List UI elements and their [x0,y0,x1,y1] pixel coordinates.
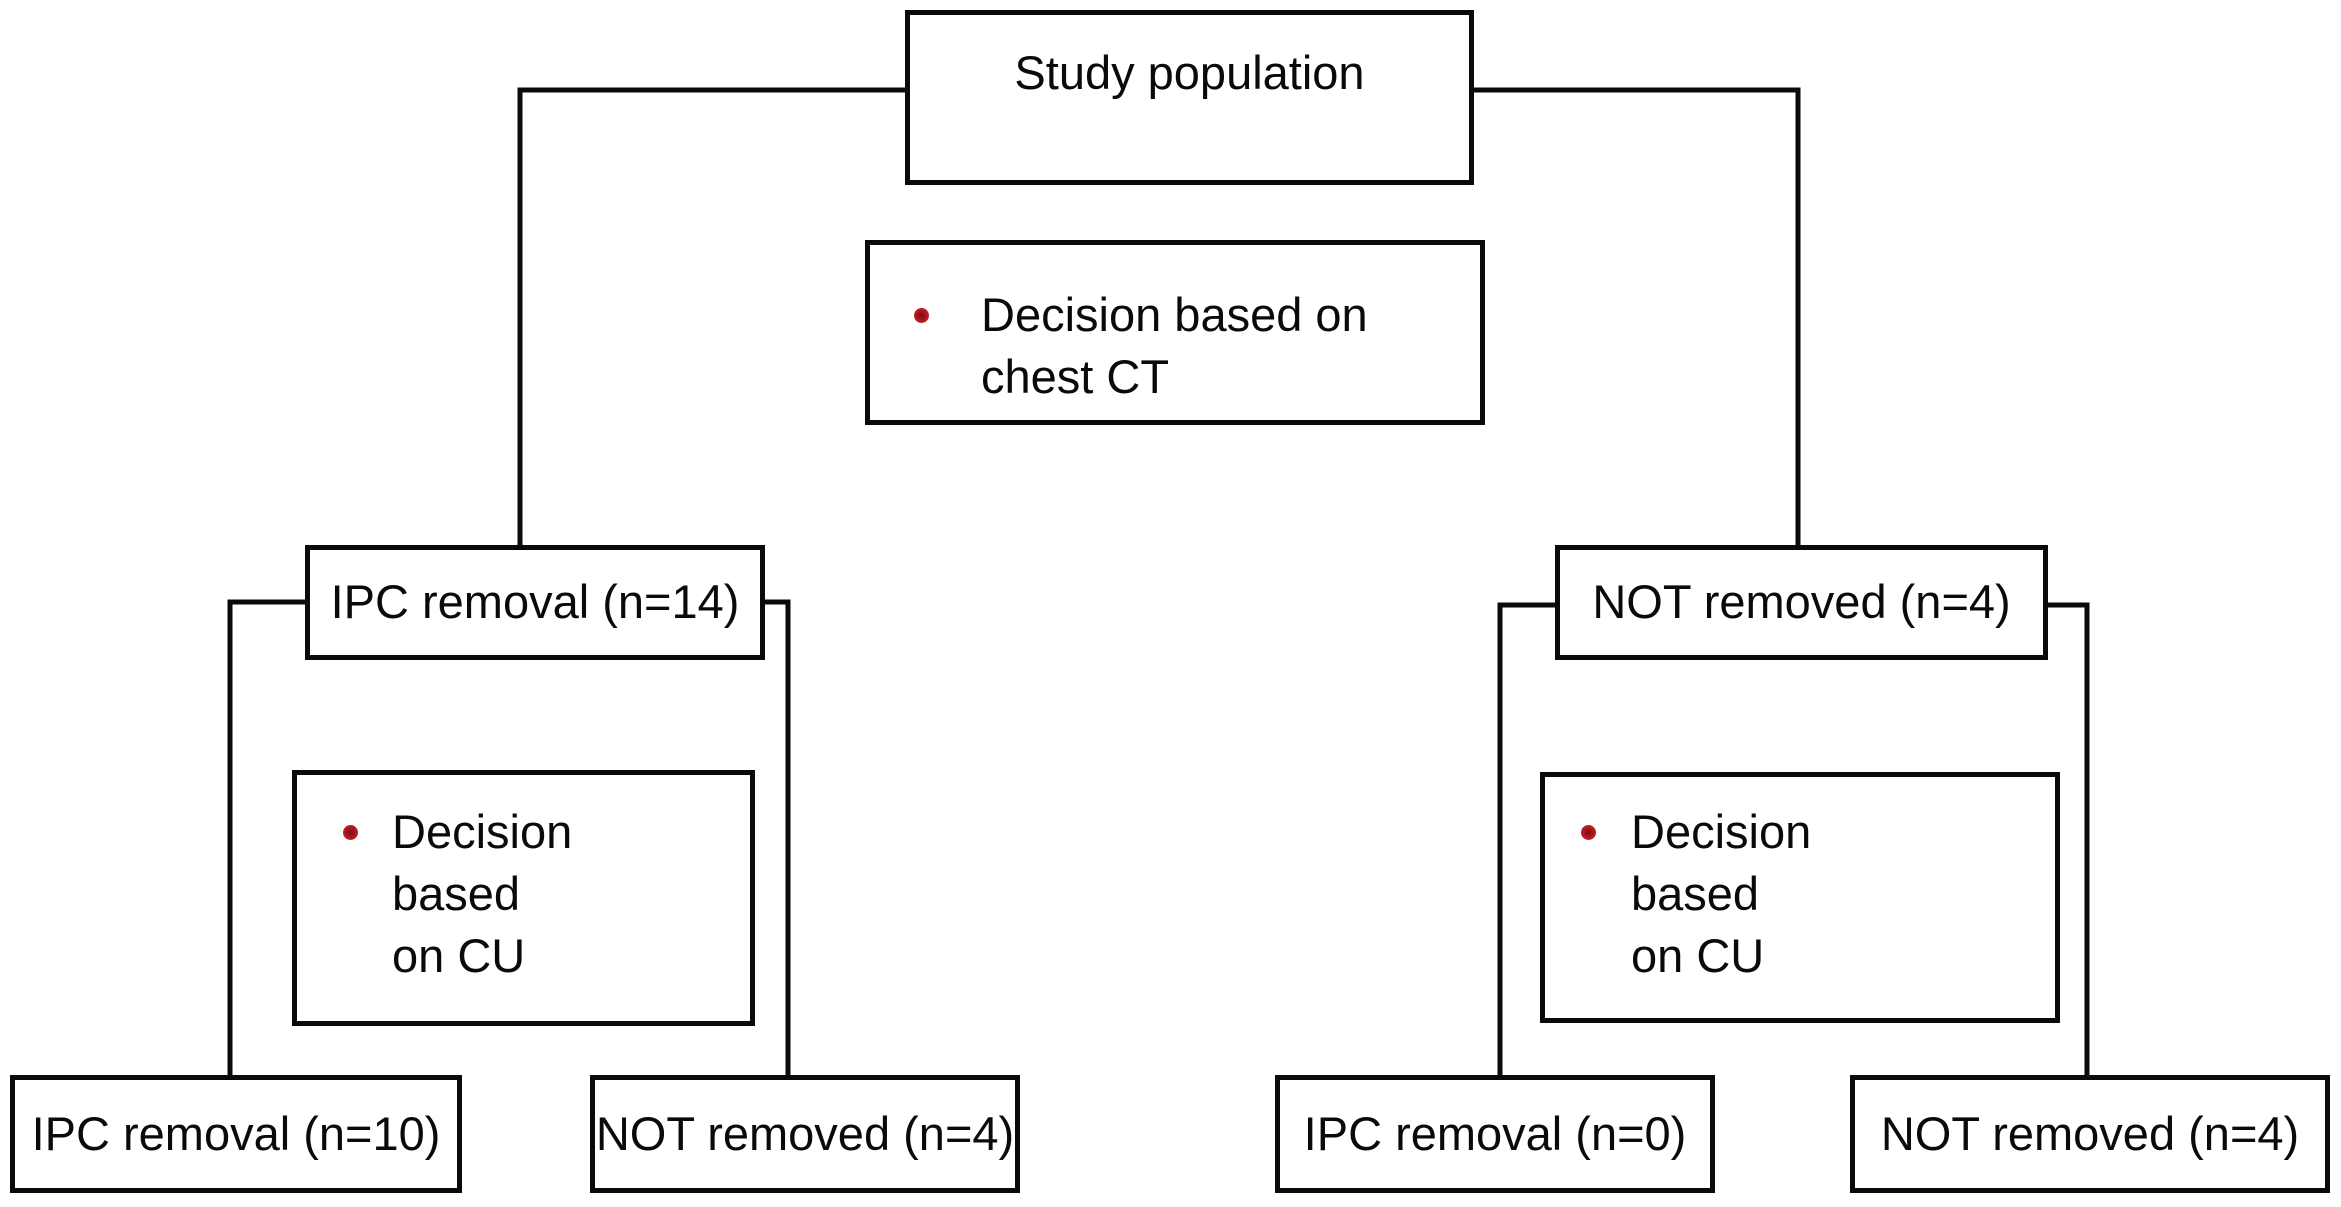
annotation-decision-cu-left: Decision based on CU [292,770,755,1026]
annotation-line: Decision [1631,805,1812,858]
edge-right-branch-to-right-leaf-1 [1497,602,1558,1078]
red-bullet-icon [343,825,358,840]
annotation-line: Decision based on [981,288,1368,341]
node-label: Study population [1014,46,1365,99]
node-ipc-removal-14: IPC removal (n=14) [305,545,765,660]
annotation-text: Decision based on chest CT [981,284,1368,408]
node-label: NOT removed (n=4) [1880,1106,2300,1160]
annotation-line: on CU [1631,929,1765,982]
edge-root-to-left-branch [517,87,908,548]
node-not-removed-4-left-leaf: NOT removed (n=4) [590,1075,1020,1193]
edge-left-branch-to-left-leaf-2 [762,599,791,1078]
annotation-line: based [392,867,521,920]
node-label: NOT removed (n=4) [1592,575,2011,629]
node-not-removed-4-mid: NOT removed (n=4) [1555,545,2048,660]
annotation-line: chest CT [981,350,1170,403]
annotation-decision-cu-right: Decision based on CU [1540,772,2060,1023]
node-not-removed-4-right-leaf: NOT removed (n=4) [1850,1075,2330,1193]
annotation-line: on CU [392,929,526,982]
edge-right-branch-to-right-leaf-2 [2045,602,2090,1078]
node-label: IPC removal (n=14) [330,575,740,629]
node-ipc-removal-10: IPC removal (n=10) [10,1075,462,1193]
red-bullet-icon [914,308,929,323]
node-study-population: Study population [905,10,1474,185]
annotation-text: Decision based on CU [392,801,572,987]
annotation-decision-chest-ct: Decision based on chest CT [865,240,1485,425]
edge-root-to-right-branch [1471,87,1801,548]
edge-left-branch-to-left-leaf-1 [227,599,308,1078]
node-label: NOT removed (n=4) [595,1106,1015,1160]
annotation-line: Decision [392,805,573,858]
annotation-text: Decision based on CU [1631,801,1811,987]
node-label: IPC removal (n=10) [31,1106,441,1160]
red-bullet-icon [1581,825,1596,840]
node-label: IPC removal (n=0) [1303,1106,1687,1160]
node-ipc-removal-0: IPC removal (n=0) [1275,1075,1715,1193]
annotation-line: based [1631,867,1760,920]
